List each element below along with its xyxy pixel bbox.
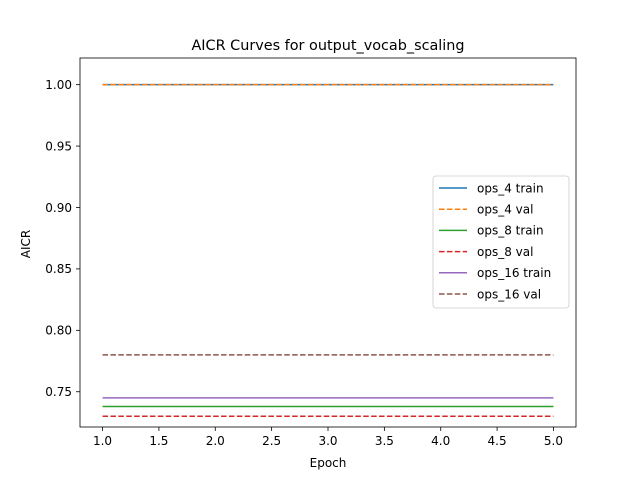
x-tick-label: 2.0 [206,434,225,448]
x-tick-label: 4.5 [488,434,507,448]
x-tick-label: 2.5 [262,434,281,448]
x-tick-label: 3.5 [375,434,394,448]
x-axis: 1.0 1.5 2.0 2.5 3.0 3.5 4.0 4.5 5.0 [93,427,563,448]
y-tick-label: 1.00 [45,78,72,92]
x-tick-label: 3.0 [318,434,337,448]
y-tick-label: 0.85 [45,262,72,276]
legend-label: ops_4 val [477,203,533,217]
x-tick-label: 1.5 [149,434,168,448]
plot-area [102,83,554,418]
y-tick-label: 0.80 [45,324,72,338]
y-tick-label: 0.90 [45,201,72,215]
legend: ops_4 train ops_4 val ops_8 train ops_8 val… [432,175,570,309]
x-tick-label: 5.0 [544,434,563,448]
x-axis-label: Epoch [310,456,347,470]
plot-frame [79,57,577,428]
x-tick-label: 4.0 [431,434,450,448]
legend-label: ops_16 val [477,287,541,301]
y-axis: 0.75 0.80 0.85 0.90 0.95 1.00 [45,78,80,399]
chart-title: AICR Curves for output_vocab_scaling [191,38,464,54]
y-tick-label: 0.75 [45,385,72,399]
y-axis-label: AICR [19,230,33,258]
y-tick-label: 0.95 [45,139,72,153]
legend-label: ops_16 train [477,266,551,280]
legend-label: ops_8 train [477,224,544,238]
x-tick-label: 1.0 [93,434,112,448]
legend-label: ops_4 train [477,181,544,195]
legend-label: ops_8 val [477,245,533,259]
